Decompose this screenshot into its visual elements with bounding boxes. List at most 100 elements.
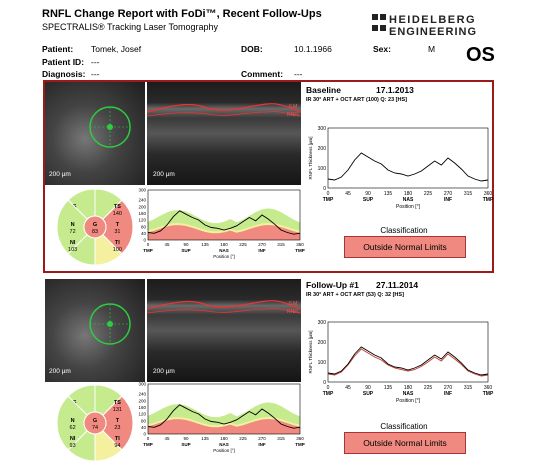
x-tick-label: 45: [345, 191, 351, 197]
plot-frame: [327, 321, 489, 383]
region-label: NAS: [219, 442, 229, 447]
scan-circle: [89, 106, 131, 148]
y-axis-label: RNFL Thickness [µm]: [308, 330, 313, 373]
region-label: NAS: [403, 197, 414, 203]
x-tick-label: 45: [345, 385, 351, 391]
oct-scale: 200 µm: [153, 171, 175, 178]
region-label: TMP: [483, 197, 494, 203]
sector-name: T: [116, 418, 120, 424]
sector-name: TI: [115, 436, 120, 442]
series-line: [327, 348, 489, 377]
x-tick-label: 315: [277, 242, 285, 247]
fundus-scale: 200 µm: [49, 368, 71, 375]
y-tick-label: 0: [323, 186, 326, 192]
logo-mark: [380, 14, 386, 20]
diagnosis-label: Diagnosis:: [42, 69, 86, 79]
sex-value: M: [428, 44, 436, 54]
outside-band: [148, 225, 300, 240]
y-tick-label: 80: [141, 418, 147, 423]
region-label: SUP: [363, 197, 374, 203]
region-label: TMP: [483, 391, 494, 397]
y-tick-label: 300: [318, 126, 327, 132]
y-tick-label: 300: [138, 188, 146, 193]
region-label: TMP: [143, 442, 153, 447]
dob-label: DOB:: [241, 44, 263, 54]
exam-title: Baseline: [306, 85, 341, 95]
patient-label: Patient:: [42, 44, 74, 54]
classification-result: Outside Normal Limits: [344, 236, 466, 258]
y-tick-label: 0: [323, 380, 326, 386]
y-tick-label: 100: [318, 166, 327, 172]
region-label: INF: [444, 197, 452, 203]
sector-value: 100: [113, 247, 122, 253]
x-tick-label: 315: [464, 385, 473, 391]
sector-name: NI: [70, 436, 76, 442]
x-tick-label: 90: [365, 385, 371, 391]
exam-info: IR 30° ART + OCT ART (53) Q: 32 [HS]: [306, 292, 404, 298]
y-tick-label: 100: [318, 360, 327, 366]
sector-value: 131: [113, 407, 122, 413]
x-tick-label: 135: [384, 385, 393, 391]
fundus-scale: 200 µm: [49, 171, 71, 178]
plot-frame: [147, 189, 301, 241]
logo-text-1: HEIDELBERG: [389, 14, 476, 26]
x-tick-label: 45: [164, 436, 170, 441]
region-label: TMP: [323, 391, 334, 397]
x-tick-label: 225: [239, 242, 247, 247]
classification-label: Classification: [380, 226, 428, 235]
x-tick-label: 360: [296, 242, 304, 247]
x-tick-label: 360: [484, 191, 493, 197]
exam-date: 27.11.2014: [376, 280, 419, 290]
logo-mark: [372, 14, 378, 20]
x-tick-label: 135: [201, 242, 209, 247]
region-label: INF: [258, 442, 266, 447]
x-tick-label: 225: [424, 191, 433, 197]
sector-value: 94: [114, 443, 120, 449]
x-tick-label: 270: [444, 191, 453, 197]
exam-date: 17.1.2013: [376, 85, 414, 95]
region-label: INF: [258, 248, 266, 253]
y-axis-label: RNFL Thickness [µm]: [308, 136, 313, 179]
patient-name: Tomek, Josef: [91, 44, 142, 54]
oct-layers: [147, 300, 301, 314]
sector-value: 72: [70, 229, 76, 235]
heidelberg-logo: HEIDELBERG ENGINEERING: [372, 14, 476, 38]
x-tick-label: 180: [404, 385, 413, 391]
classification-result: Outside Normal Limits: [344, 432, 466, 454]
sector-name: TS: [114, 204, 121, 210]
x-tick-label: 315: [277, 436, 285, 441]
patient-id-label: Patient ID:: [42, 57, 85, 67]
rnfl-label: RNFL: [287, 309, 301, 315]
y-tick-label: 200: [318, 340, 327, 346]
series-line: [147, 404, 301, 429]
report-title: RNFL Change Report with FoDi™, Recent Fo…: [42, 8, 322, 20]
x-tick-label: 315: [464, 191, 473, 197]
x-tick-label: 90: [183, 436, 189, 441]
y-tick-label: 240: [138, 392, 146, 397]
x-tick-label: 180: [404, 191, 413, 197]
sector-value: 93: [70, 443, 76, 449]
dob-value: 10.1.1966: [294, 44, 332, 54]
scan-circle: [89, 303, 131, 345]
sector-g: [83, 215, 107, 239]
x-tick-label: 270: [258, 242, 266, 247]
oct-bscan: ILM RNFL 200 µm: [147, 82, 301, 185]
x-tick-label: 0: [327, 191, 330, 197]
x-tick-label: 135: [384, 191, 393, 197]
sector-pie: T31TS140NS117N72NI103TI100G83: [56, 188, 134, 266]
y-tick-label: 200: [318, 146, 327, 152]
sex-label: Sex:: [373, 44, 391, 54]
sector-value: 62: [70, 425, 76, 431]
x-tick-label: 270: [258, 436, 266, 441]
y-tick-label: 160: [138, 405, 146, 410]
y-tick-label: 0: [143, 238, 146, 243]
region-label: INF: [444, 391, 452, 397]
sector-name: NI: [70, 240, 76, 246]
eye-indicator: OS: [466, 44, 495, 66]
region-label: NAS: [403, 391, 414, 397]
ilm-label: ILM: [289, 301, 298, 307]
x-tick-label: 0: [147, 242, 150, 247]
diagnosis-value: ---: [91, 69, 100, 79]
plot-frame: [327, 127, 489, 189]
